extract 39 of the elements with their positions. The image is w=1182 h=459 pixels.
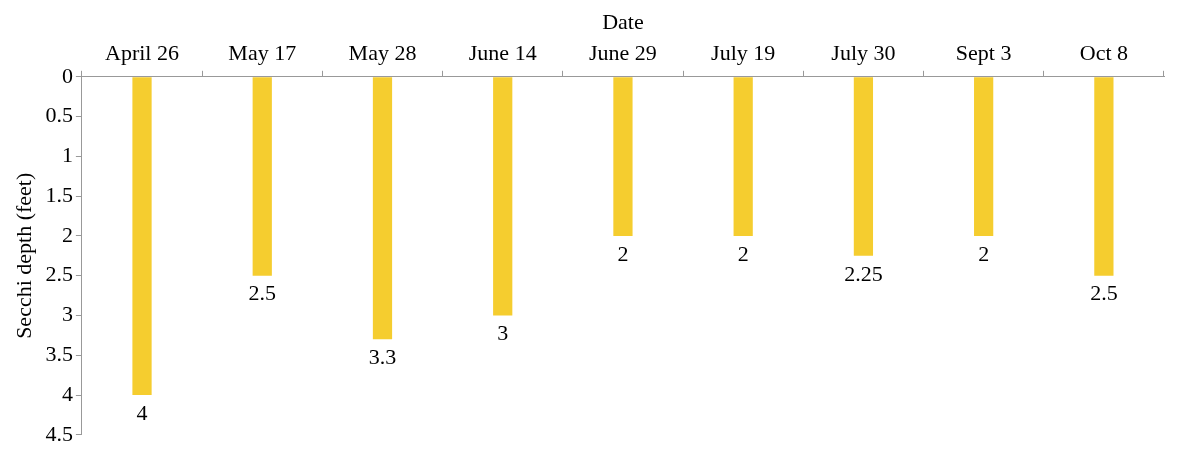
y-tick-label: 1.5 <box>45 181 73 207</box>
y-tick-label: 4 <box>61 380 73 406</box>
bar <box>1094 77 1114 276</box>
data-label: 2 <box>737 240 749 266</box>
bar <box>252 77 272 276</box>
bar <box>974 77 994 236</box>
data-label: 2.5 <box>248 280 276 306</box>
data-label: 2 <box>978 240 990 266</box>
y-tick-label: 0.5 <box>45 102 73 128</box>
y-tick-label: 3.5 <box>45 341 73 367</box>
y-tick-label: 2 <box>61 221 73 247</box>
x-axis-title: Date <box>602 8 644 34</box>
x-tick-label: June 29 <box>589 40 657 66</box>
bar <box>853 77 874 256</box>
y-tick-label: 3 <box>61 301 73 327</box>
y-tick-label: 0 <box>61 62 73 88</box>
bar <box>132 77 152 396</box>
x-tick-label: May 17 <box>228 40 297 66</box>
y-tick-label: 2.5 <box>45 261 73 287</box>
data-label: 2 <box>617 240 629 266</box>
bar <box>733 77 753 236</box>
data-label: 2.5 <box>1090 280 1118 306</box>
x-tick-label: April 26 <box>105 40 179 66</box>
x-tick-label: July 30 <box>831 40 896 66</box>
x-tick-label: June 14 <box>468 40 537 66</box>
data-label: 2.25 <box>844 260 883 286</box>
y-tick-label: 4.5 <box>45 420 73 446</box>
x-tick-label: July 19 <box>711 40 776 66</box>
data-label: 3.3 <box>368 344 397 370</box>
x-tick-label: Oct 8 <box>1079 40 1129 66</box>
x-tick-label: May 28 <box>348 40 417 66</box>
x-tick-label: Sept 3 <box>955 40 1012 66</box>
bar <box>493 77 513 316</box>
bar <box>613 77 633 236</box>
y-axis-title: Secchi depth (feet) <box>10 172 36 339</box>
y-tick-label: 1 <box>61 142 73 168</box>
bar <box>372 77 393 340</box>
data-label: 4 <box>136 399 148 425</box>
data-label: 3 <box>497 320 509 346</box>
